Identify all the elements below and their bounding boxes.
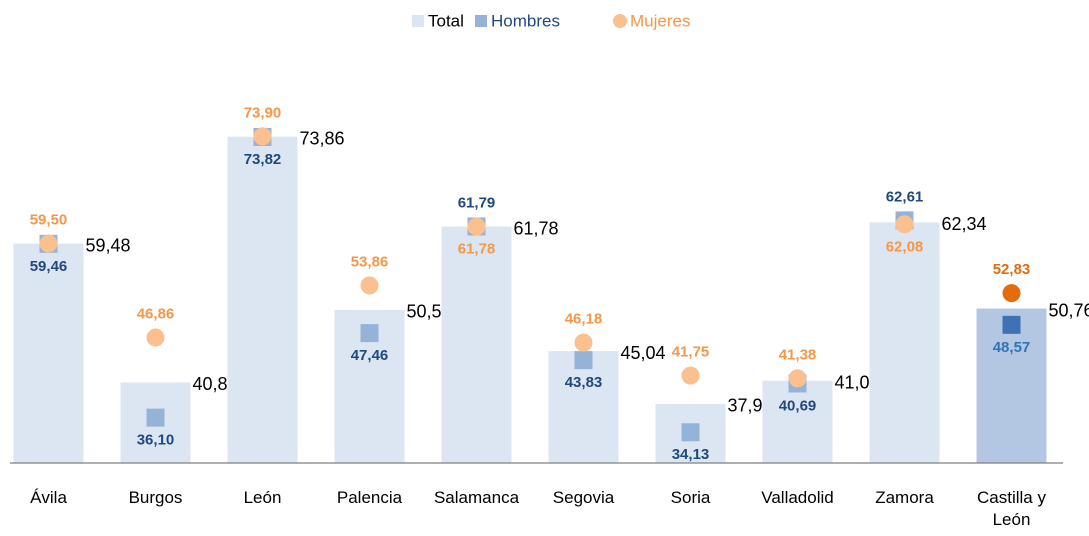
hombres-label: 61,79 bbox=[458, 194, 496, 211]
bar bbox=[13, 243, 84, 463]
hombres-label: 40,69 bbox=[779, 397, 817, 414]
hombres-marker bbox=[1002, 315, 1021, 334]
x-tick-label: Ávila bbox=[30, 488, 67, 507]
mujeres-marker bbox=[574, 333, 593, 352]
mujeres-marker bbox=[146, 328, 165, 347]
hombres-label: 47,46 bbox=[351, 347, 389, 364]
total-label: 50,76 bbox=[1049, 300, 1089, 320]
hombres-label: 59,46 bbox=[30, 258, 68, 275]
mujeres-marker bbox=[1002, 284, 1021, 303]
bar bbox=[227, 136, 298, 464]
legend-label: Hombres bbox=[491, 11, 560, 30]
x-tick-label: Zamora bbox=[875, 488, 934, 507]
mujeres-label: 59,50 bbox=[30, 211, 68, 228]
hombres-label: 62,61 bbox=[886, 188, 924, 205]
bar bbox=[441, 226, 512, 463]
legend-label: Mujeres bbox=[630, 11, 690, 30]
mujeres-marker bbox=[253, 127, 272, 146]
mujeres-marker bbox=[895, 215, 914, 234]
x-tick-label: Soria bbox=[670, 488, 711, 507]
mujeres-label: 46,18 bbox=[565, 311, 603, 328]
x-tick-label: León bbox=[243, 488, 282, 507]
mujeres-label: 73,90 bbox=[244, 104, 282, 121]
bar bbox=[548, 351, 619, 463]
x-tick-label: Castilla y León bbox=[977, 488, 1046, 529]
legend-marker bbox=[475, 15, 487, 27]
x-tick-label: Valladolid bbox=[761, 488, 834, 507]
hombres-marker bbox=[574, 351, 593, 370]
x-tick-label: Segovia bbox=[552, 488, 615, 507]
hombres-label: 48,57 bbox=[993, 339, 1031, 356]
x-tick-label: Salamanca bbox=[433, 488, 520, 507]
bar bbox=[976, 308, 1047, 463]
mujeres-label: 61,78 bbox=[458, 241, 496, 258]
total-label: 37,94 bbox=[728, 396, 773, 416]
legend-label: Total bbox=[428, 11, 464, 30]
mujeres-label: 41,38 bbox=[779, 346, 817, 363]
hombres-label: 36,10 bbox=[137, 432, 175, 449]
hombres-label: 73,82 bbox=[244, 151, 282, 168]
mujeres-marker bbox=[39, 234, 58, 253]
mujeres-marker bbox=[681, 366, 700, 385]
total-label: 59,48 bbox=[86, 235, 131, 255]
bar bbox=[869, 222, 940, 463]
hombres-label: 43,83 bbox=[565, 374, 603, 391]
total-label: 50,57 bbox=[407, 302, 452, 322]
mujeres-marker bbox=[467, 217, 486, 236]
hombres-marker bbox=[146, 408, 165, 427]
hombres-marker bbox=[360, 324, 379, 343]
mujeres-label: 52,83 bbox=[993, 261, 1031, 278]
total-label: 40,82 bbox=[193, 374, 238, 394]
x-tick-label: Palencia bbox=[336, 488, 403, 507]
total-label: 62,34 bbox=[942, 214, 987, 234]
legend-marker bbox=[412, 15, 424, 27]
total-label: 73,86 bbox=[300, 128, 345, 148]
x-tick-label: Burgos bbox=[128, 488, 183, 507]
hombres-marker bbox=[681, 423, 700, 442]
mujeres-marker bbox=[788, 369, 807, 388]
total-label: 41,06 bbox=[835, 372, 880, 392]
mujeres-label: 62,08 bbox=[886, 238, 924, 255]
mujeres-label: 41,75 bbox=[672, 344, 710, 361]
total-label: 45,04 bbox=[621, 343, 666, 363]
total-label: 61,78 bbox=[514, 218, 559, 238]
legend-marker bbox=[613, 14, 627, 28]
hombres-label: 34,13 bbox=[672, 446, 710, 463]
bar bbox=[762, 380, 833, 463]
mujeres-marker bbox=[360, 276, 379, 295]
mujeres-label: 46,86 bbox=[137, 306, 175, 323]
mujeres-label: 53,86 bbox=[351, 253, 389, 270]
